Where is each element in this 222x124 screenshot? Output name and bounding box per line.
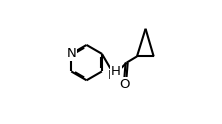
Text: N: N <box>108 69 117 82</box>
Text: H: H <box>111 65 121 78</box>
Text: O: O <box>120 78 130 91</box>
Text: N: N <box>66 47 76 60</box>
